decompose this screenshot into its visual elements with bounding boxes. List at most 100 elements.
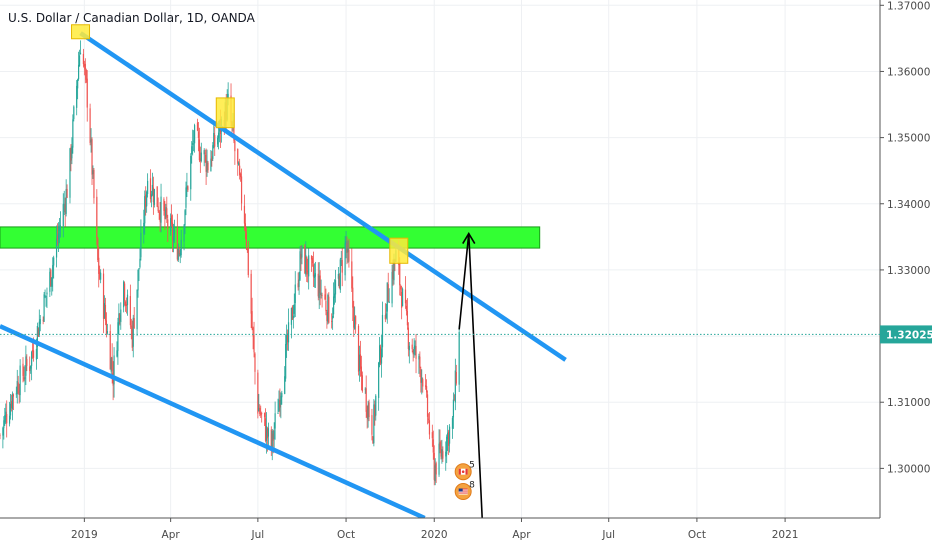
flag-stripe	[458, 488, 468, 490]
candle-body	[205, 154, 207, 172]
candle-body	[84, 63, 86, 70]
candle-body	[26, 358, 28, 366]
candle-body	[301, 246, 303, 258]
flag-canton	[458, 488, 463, 492]
candle-body	[425, 385, 427, 387]
candle-body	[379, 345, 381, 365]
lower-channel-line[interactable]	[0, 324, 426, 521]
candle-body	[185, 187, 187, 208]
candle-body	[438, 443, 440, 475]
candle-body	[312, 264, 315, 277]
candle-body	[100, 272, 102, 280]
candle-body	[39, 319, 41, 325]
candle-body	[308, 255, 310, 277]
candle-body	[266, 428, 269, 439]
candle-body	[90, 139, 92, 143]
candle-body	[310, 255, 313, 260]
candle-body	[344, 243, 346, 276]
resistance-zone-rect[interactable]	[0, 226, 541, 249]
candle-body	[358, 354, 361, 371]
candle-body	[193, 125, 196, 144]
y-tick-label: 1.31000	[887, 397, 930, 409]
candle-body	[267, 428, 270, 437]
candle-body	[238, 163, 240, 166]
candle-body	[455, 372, 457, 384]
candle-body	[252, 327, 254, 337]
candle-body	[428, 420, 431, 435]
swing-markers[interactable]	[71, 24, 409, 264]
candle-body	[393, 258, 395, 281]
candle-body	[58, 227, 61, 232]
candle-body	[204, 152, 206, 154]
candle-body	[212, 145, 214, 159]
candle-body	[64, 204, 66, 213]
upper-channel-line[interactable]	[79, 31, 567, 362]
candle-body	[307, 270, 309, 275]
candle-body	[341, 259, 343, 273]
usa-flag-icon[interactable]: 8	[454, 481, 475, 501]
candle-body	[243, 205, 246, 224]
candle-body	[280, 395, 282, 405]
candle-body	[11, 393, 14, 409]
candle-body	[207, 162, 209, 171]
swing-high-marker[interactable]	[215, 97, 235, 129]
candle-body	[404, 289, 407, 304]
candle-body	[77, 79, 79, 89]
candle-body	[130, 325, 132, 327]
candle-body	[361, 375, 363, 392]
candle-body	[2, 427, 4, 436]
candle-body	[16, 380, 18, 394]
candle-body	[157, 206, 159, 212]
candle-body	[62, 204, 64, 226]
candle-body	[164, 209, 166, 219]
candle-body	[132, 317, 134, 347]
candle-body	[200, 152, 202, 162]
projection-arrow[interactable]	[458, 231, 483, 519]
candle-body	[124, 301, 127, 306]
candle-body	[165, 207, 167, 217]
candle-body	[278, 400, 280, 411]
candle-body	[91, 139, 93, 175]
candle-body	[79, 52, 82, 55]
candle-body	[386, 282, 388, 312]
candle-body	[170, 218, 172, 232]
swing-high-marker[interactable]	[71, 24, 91, 40]
candle-body	[426, 394, 429, 417]
price-line: 1.32025	[0, 325, 932, 344]
swing-high-marker[interactable]	[389, 237, 409, 264]
candle-body	[304, 245, 306, 274]
candle-body	[421, 377, 423, 383]
candle-body	[89, 108, 91, 143]
candle-body	[227, 93, 229, 100]
candle-body	[24, 377, 26, 379]
candle-body	[46, 292, 48, 295]
candle-body	[31, 352, 33, 366]
candle-body	[97, 238, 99, 261]
candle-body	[425, 386, 428, 393]
flag-band	[465, 468, 468, 475]
candle-body	[306, 256, 308, 273]
candle-body	[37, 328, 39, 337]
candle-body	[126, 294, 129, 306]
trendlines[interactable]	[0, 31, 567, 521]
candle-body	[379, 346, 382, 363]
x-tick-label: Apr	[162, 529, 181, 541]
canada-flag-icon[interactable]: 5	[454, 461, 475, 481]
candle-body	[364, 388, 366, 390]
candle-body	[52, 265, 54, 279]
candle-body	[93, 169, 95, 199]
candle-body	[197, 131, 200, 138]
candle-body	[9, 403, 12, 416]
economic-events[interactable]: 58	[454, 461, 475, 501]
candle-body	[346, 243, 348, 253]
candle-body	[372, 436, 374, 444]
candle-body	[339, 259, 341, 290]
candle-body	[105, 320, 108, 335]
resistance-zone[interactable]	[0, 226, 541, 249]
candle-body	[51, 277, 53, 287]
candle-body	[172, 235, 175, 242]
arrow-head[interactable]	[462, 231, 476, 244]
candle-body	[441, 449, 443, 459]
candle-body	[286, 333, 289, 343]
